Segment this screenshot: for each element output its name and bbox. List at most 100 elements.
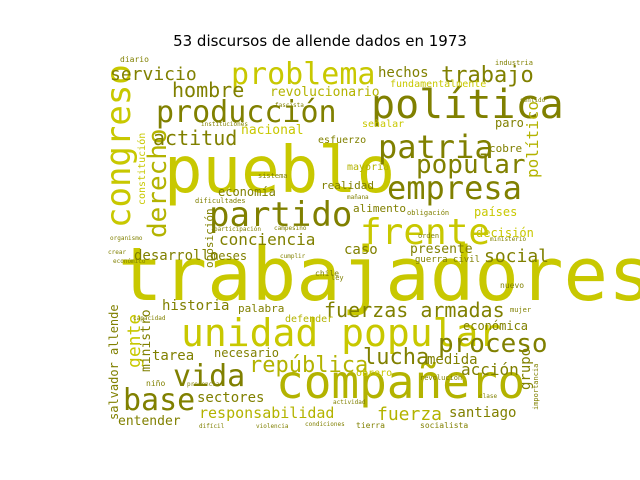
cloud-word-fuerza: fuerza bbox=[377, 404, 442, 425]
cloud-word-partido: partido bbox=[209, 195, 352, 235]
cloud-word-mujer: mujer bbox=[510, 306, 531, 314]
cloud-word-obligacion: obligación bbox=[407, 209, 449, 217]
cloud-word-economica: económica bbox=[463, 319, 528, 333]
cloud-word-cumplir: cumplir bbox=[280, 253, 306, 260]
cloud-word-accion: acción bbox=[461, 360, 519, 379]
cloud-word-importancia: importancia bbox=[532, 364, 540, 410]
cloud-word-senalar: señalar bbox=[362, 119, 404, 130]
cloud-word-patria: patria bbox=[378, 128, 494, 166]
cloud-word-responsabilidad: responsabilidad bbox=[199, 404, 334, 422]
cloud-word-chile: chile bbox=[315, 269, 339, 278]
cloud-word-crear: crear bbox=[108, 249, 126, 256]
cloud-word-presente: presente bbox=[410, 242, 473, 257]
cloud-word-revolucionario: revolucionario bbox=[270, 85, 380, 100]
cloud-word-dificultades: dificultades bbox=[195, 197, 246, 205]
cloud-word-obrero: obrero bbox=[356, 368, 392, 379]
cloud-word-sistema: sistema bbox=[258, 172, 288, 180]
cloud-word-fascista: fascista bbox=[275, 102, 304, 109]
cloud-word-cobre: cobre bbox=[489, 142, 522, 155]
cloud-word-socialista: socialista bbox=[420, 421, 468, 430]
cloud-word-social: social bbox=[484, 246, 549, 267]
cloud-word-empresa: empresa bbox=[387, 169, 522, 207]
cloud-word-frente: frente bbox=[360, 212, 490, 253]
cloud-word-oposicion: oposición bbox=[203, 208, 216, 268]
cloud-word-realidad: realidad bbox=[321, 179, 374, 192]
cloud-word-vida: vida bbox=[173, 359, 245, 394]
cloud-word-manana: mañana bbox=[347, 194, 369, 201]
cloud-word-mayoria: mayoría bbox=[347, 161, 389, 173]
cloud-word-trabajo: trabajo bbox=[441, 63, 534, 88]
cloud-word-orden: orden bbox=[418, 232, 439, 240]
cloud-word-republica: república bbox=[249, 353, 368, 378]
cloud-word-tarea: tarea bbox=[152, 348, 194, 364]
cloud-word-politica: política bbox=[371, 82, 564, 128]
cloud-word-ministerio: ministerio bbox=[490, 236, 527, 243]
cloud-word-caso: caso bbox=[344, 242, 378, 258]
cloud-word-esfuerzo: esfuerzo bbox=[318, 135, 366, 146]
cloud-word-instituciones: instituciones bbox=[201, 121, 248, 128]
cloud-word-dificil: difícil bbox=[199, 423, 225, 430]
cloud-word-clase: clase bbox=[479, 393, 497, 400]
cloud-word-organismo: organismo bbox=[110, 235, 143, 242]
cloud-word-pueblo: pueblo bbox=[164, 134, 395, 208]
cloud-word-conciencia: conciencia bbox=[219, 230, 315, 249]
cloud-word-desarrollo: desarrollo bbox=[134, 248, 218, 264]
cloud-word-industria: industria bbox=[495, 59, 533, 67]
cloud-word-nuevo: nuevo bbox=[500, 281, 524, 290]
cloud-word-participacion: participación bbox=[214, 226, 261, 233]
cloud-word-produccion: producción bbox=[156, 95, 337, 130]
cloud-word-popular: popular bbox=[416, 150, 526, 180]
cloud-word-companero: compañero bbox=[276, 355, 525, 409]
cloud-word-servicio: servicio bbox=[110, 64, 197, 85]
cloud-word-grupo: grupo bbox=[518, 348, 534, 390]
cloud-word-problema: problema bbox=[231, 57, 376, 92]
cloud-title: 53 discursos de allende dados en 1973 bbox=[173, 32, 467, 50]
cloud-word-sentido: sentido bbox=[520, 97, 546, 104]
cloud-word-derecho: derecho bbox=[143, 128, 173, 238]
cloud-word-hechos: hechos bbox=[378, 65, 429, 81]
cloud-word-gente: gente bbox=[124, 314, 145, 368]
cloud-word-fuerzas-armadas: fuerzas armadas bbox=[324, 298, 505, 322]
cloud-word-base: base bbox=[123, 383, 195, 418]
cloud-word-sectores: sectores bbox=[197, 390, 264, 406]
cloud-word-ley: ley bbox=[331, 274, 344, 282]
cloud-word-historia: historia bbox=[162, 298, 229, 314]
cloud-word-lucha: lucha bbox=[363, 345, 429, 370]
cloud-word-santiago: santiago bbox=[449, 405, 516, 421]
cloud-word-palabra: palabra bbox=[238, 302, 284, 315]
cloud-word-nino: niño bbox=[146, 379, 165, 388]
cloud-word-defender: defender bbox=[285, 314, 333, 325]
cloud-word-economia: economía bbox=[218, 185, 276, 199]
cloud-word-guerra-civil: guerra civil bbox=[415, 255, 480, 265]
cloud-word-actividad: actividad bbox=[333, 399, 366, 406]
cloud-word-politico: político bbox=[523, 101, 542, 178]
cloud-word-necesario: necesario bbox=[214, 346, 279, 360]
cloud-word-unidad-popular: unidad popular bbox=[181, 311, 501, 355]
cloud-word-meses: meses bbox=[211, 249, 247, 263]
cloud-word-entender: entender bbox=[118, 414, 181, 429]
cloud-word-hombre: hombre bbox=[172, 78, 244, 102]
cloud-word-decision: decisión bbox=[476, 226, 534, 240]
cloud-word-paises: países bbox=[474, 205, 517, 219]
cloud-word-capacidad: capacidad bbox=[133, 315, 166, 322]
cloud-word-nacional: nacional bbox=[241, 123, 304, 138]
cloud-word-condiciones: condiciones bbox=[305, 421, 345, 428]
cloud-word-trabajadores: trabajadores bbox=[118, 232, 640, 318]
cloud-word-congreso: congreso bbox=[99, 64, 139, 228]
cloud-word-economico: económico bbox=[113, 258, 146, 265]
cloud-word-tierra: tierra bbox=[356, 421, 385, 430]
cloud-word-fundamentalmente: fundamentalmente bbox=[390, 79, 486, 90]
cloud-word-presencia: presencia bbox=[187, 381, 220, 388]
cloud-word-violencia: violencia bbox=[256, 423, 289, 430]
cloud-word-diario: diario bbox=[120, 55, 149, 64]
cloud-word-alimento: alimento bbox=[353, 202, 406, 215]
cloud-word-actitud: actitud bbox=[153, 126, 237, 150]
cloud-word-medida: medida bbox=[427, 352, 478, 368]
cloud-word-campesino: campesino bbox=[274, 225, 307, 232]
cloud-word-constitucion: constitución bbox=[136, 133, 148, 205]
cloud-word-salvador-allende: salvador allende bbox=[107, 304, 121, 420]
cloud-word-ministro: ministro bbox=[139, 309, 154, 372]
cloud-word-proceso: proceso bbox=[438, 329, 548, 359]
cloud-word-paro: paro bbox=[495, 116, 524, 130]
